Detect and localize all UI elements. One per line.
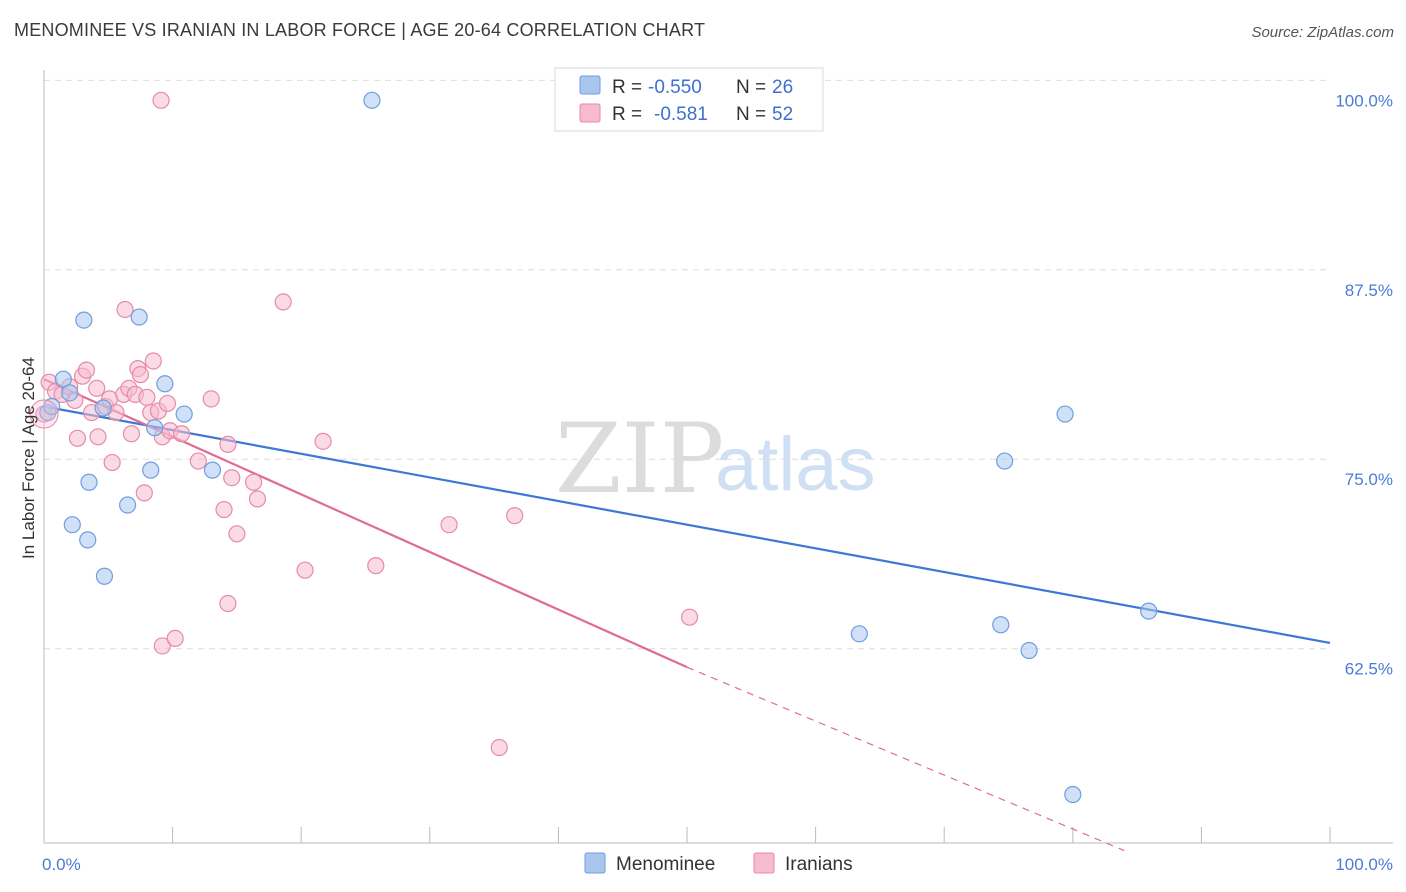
point-iranians-43 (367, 557, 385, 575)
point-menominee-6 (63, 516, 81, 534)
point-iranians-cluster (29, 399, 59, 429)
point-menominee-23 (1140, 602, 1158, 620)
legend-r-value-iranians: -0.581 (654, 104, 708, 125)
point-iranians-14 (103, 453, 121, 472)
point-menominee-7 (79, 531, 97, 549)
point-menominee-10 (95, 567, 114, 585)
point-menominee-8 (94, 399, 112, 417)
point-iranians-42 (314, 432, 332, 450)
y-tick-label-0: 100.0% (1335, 91, 1393, 110)
point-iranians-24 (138, 388, 156, 406)
legend-swatch-menominee (579, 75, 601, 95)
point-iranians-18 (116, 300, 134, 319)
point-iranians-33 (202, 390, 220, 408)
bottom-legend-menominee: Menominee (616, 854, 715, 875)
legend-r-label-menominee: R = (612, 77, 642, 98)
point-menominee-12 (142, 461, 160, 479)
tick-labels: 100.0% 87.5% 75.0% 62.5% 0.0% 100.0% (42, 91, 1393, 874)
point-iranians-23 (135, 484, 153, 502)
point-iranians-44 (440, 516, 458, 534)
point-menominee-22 (1020, 641, 1038, 660)
legend-r-value-menominee: -0.550 (648, 77, 702, 98)
bottom-legend-swatch-menominee (584, 852, 606, 874)
x-tick-label-right: 100.0% (1335, 855, 1393, 874)
point-iranians-32 (189, 452, 207, 470)
point-iranians-37 (228, 525, 246, 543)
bottom-legend: Menominee Iranians (584, 852, 853, 875)
point-menominee-1 (43, 397, 61, 416)
point-iranians-10 (88, 379, 106, 397)
point-menominee-14 (156, 375, 174, 393)
legend-r-label-iranians: R = (612, 104, 642, 125)
trend-line-menominee (43, 405, 1331, 645)
point-iranians-51 (680, 608, 699, 626)
point-iranians-38 (245, 473, 263, 491)
point-iranians-49 (166, 629, 184, 647)
y-axis-label: In Labor Force | Age 20-64 (19, 357, 38, 559)
data-points (29, 91, 1158, 804)
grid (44, 79, 1330, 650)
point-iranians-8 (77, 361, 96, 379)
y-tick-label-2: 75.0% (1345, 470, 1393, 489)
point-iranians-45 (506, 507, 524, 525)
legend-n-value-iranians: 52 (772, 104, 793, 125)
bottom-legend-iranians: Iranians (785, 854, 853, 875)
x-tick-label-left: 0.0% (42, 855, 81, 874)
point-iranians-22 (131, 366, 150, 384)
watermark-atlas: atlas (715, 422, 876, 507)
point-iranians-35 (219, 435, 237, 453)
point-iranians-6 (68, 429, 87, 447)
point-iranians-40 (274, 293, 292, 311)
bottom-legend-swatch-iranians (753, 852, 775, 874)
point-iranians-39 (248, 490, 267, 508)
axes (43, 70, 1393, 844)
point-menominee-18 (996, 452, 1014, 470)
y-tick-label-3: 62.5% (1345, 660, 1393, 679)
point-menominee-19 (1056, 405, 1074, 423)
point-menominee-11 (130, 308, 148, 326)
legend-n-label-iranians: N = (736, 104, 766, 125)
point-menominee-3 (61, 384, 79, 402)
point-menominee-16 (203, 461, 222, 479)
chart-source: Source: ZipAtlas.com (1251, 24, 1394, 41)
point-iranians-36 (223, 469, 241, 487)
point-iranians-11 (89, 428, 107, 446)
point-iranians-26 (144, 352, 162, 370)
point-iranians-34 (215, 500, 233, 519)
legend: R = -0.550 N = 26 R = -0.581 N = 52 (554, 67, 824, 132)
point-iranians-29 (158, 394, 177, 413)
point-iranians-46 (152, 91, 170, 109)
point-menominee-4 (75, 311, 93, 329)
point-menominee-9 (118, 496, 137, 514)
point-iranians-50 (490, 738, 508, 757)
chart-title: MENOMINEE VS IRANIAN IN LABOR FORCE | AG… (14, 20, 706, 40)
legend-n-label-menominee: N = (736, 77, 766, 98)
point-menominee-24 (1064, 785, 1082, 804)
point-menominee-20 (850, 625, 868, 643)
point-menominee-13 (145, 419, 164, 437)
point-iranians-41 (296, 561, 314, 579)
legend-swatch-iranians (579, 103, 601, 123)
point-menominee-17 (363, 91, 381, 109)
legend-n-value-menominee: 26 (772, 77, 793, 98)
y-tick-label-1: 87.5% (1345, 281, 1393, 300)
trend-line-iranians-extension (686, 666, 1125, 852)
point-iranians-48 (153, 637, 171, 655)
point-menominee-21 (992, 616, 1010, 634)
point-iranians-31 (173, 425, 191, 443)
point-menominee-5 (80, 473, 98, 491)
point-iranians-47 (219, 594, 237, 613)
point-menominee-15 (175, 405, 193, 423)
point-iranians-19 (122, 425, 141, 443)
